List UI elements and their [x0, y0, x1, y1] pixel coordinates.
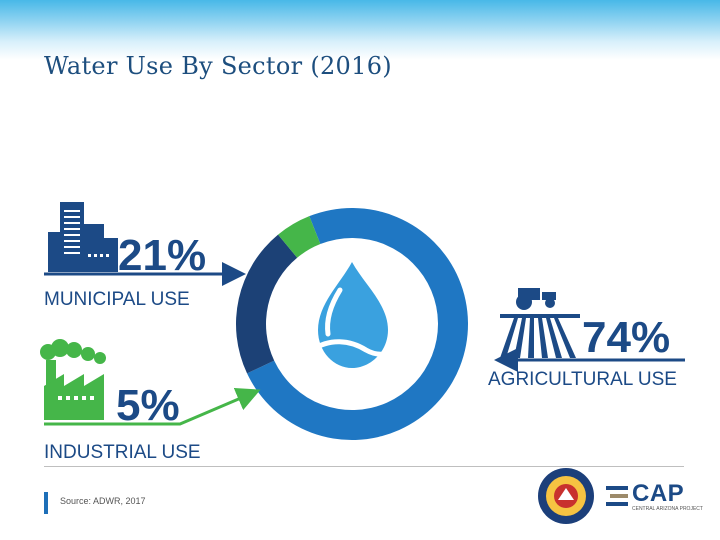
- agricultural-percent: 74%: [582, 313, 670, 362]
- adwr-seal-logo: [538, 468, 594, 524]
- footer-divider: [44, 466, 684, 467]
- cap-logo-text: CAP: [632, 480, 685, 507]
- cap-logo-subtitle: CENTRAL ARIZONA PROJECT: [632, 506, 703, 512]
- industrial-percent: 5%: [116, 381, 180, 430]
- municipal-percent: 21%: [118, 231, 206, 280]
- donut-slice-municipal: [235, 234, 298, 374]
- water-drop-icon: [309, 262, 407, 368]
- industrial-arrow: [44, 388, 261, 426]
- donut-chart: [235, 208, 468, 440]
- header-gradient: [0, 0, 720, 60]
- source-note: Source: ADWR, 2017: [60, 496, 146, 506]
- page-title: Water Use By Sector (2016): [44, 52, 392, 80]
- tractor-fields-icon: [500, 288, 580, 358]
- industrial-label: INDUSTRIAL USE: [44, 442, 201, 463]
- donut-slice-industrial: [278, 216, 321, 258]
- city-buildings-icon: [48, 202, 118, 272]
- municipal-label: MUNICIPAL USE: [44, 289, 190, 310]
- factory-icon: [40, 339, 106, 420]
- cap-logo-mark: [606, 486, 628, 506]
- agricultural-label: AGRICULTURAL USE: [488, 369, 677, 390]
- source-accent-bar: [44, 492, 48, 514]
